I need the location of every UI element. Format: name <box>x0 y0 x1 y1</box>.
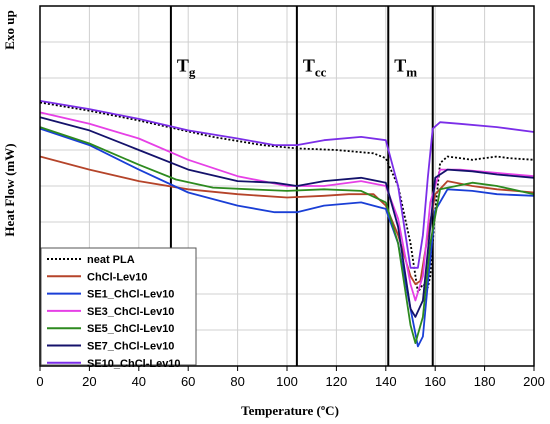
x-axis-ticks: 0 20 40 60 80 100 120 140 160 180 200 <box>36 366 545 389</box>
x-tick-label: 0 <box>36 374 43 389</box>
series-line <box>39 116 535 318</box>
x-tick-label: 20 <box>82 374 96 389</box>
transition-annotations: Tg Tcc Tm <box>177 55 417 79</box>
x-axis-label: Temperature (ºC) <box>241 403 339 418</box>
legend-label: SE7_ChCl-Lev10 <box>87 341 174 353</box>
series-lines <box>39 100 535 348</box>
x-tick-label: 140 <box>375 374 397 389</box>
x-tick-label: 200 <box>523 374 545 389</box>
transition-label: Tg <box>177 55 196 79</box>
transition-label: Tm <box>394 55 417 79</box>
transition-label: Tcc <box>303 55 327 79</box>
legend: neat PLA ChCl-Lev10 SE1_ChCl-Lev10 SE3_ChCl… <box>40 247 197 370</box>
legend-label: SE5_ChCl-Lev10 <box>87 323 174 335</box>
series-line <box>39 126 535 345</box>
series-line <box>39 100 535 269</box>
series-line <box>39 127 535 348</box>
x-tick-label: 80 <box>230 374 244 389</box>
x-tick-label: 100 <box>276 374 298 389</box>
x-tick-label: 60 <box>181 374 195 389</box>
x-tick-label: 180 <box>474 374 496 389</box>
x-tick-label: 40 <box>132 374 146 389</box>
series-line <box>39 101 535 294</box>
legend-label: SE10_ChCl-Lev10 <box>87 358 181 370</box>
x-tick-label: 120 <box>326 374 348 389</box>
legend-label: SE3_ChCl-Lev10 <box>87 306 174 318</box>
exo-up-label: Exo up <box>2 10 17 49</box>
x-tick-label: 160 <box>424 374 446 389</box>
legend-label: ChCl-Lev10 <box>87 271 148 283</box>
legend-label: SE1_ChCl-Lev10 <box>87 289 174 301</box>
legend-label: neat PLA <box>87 254 135 266</box>
y-axis-label: Heat Flow (mW) <box>2 143 17 236</box>
